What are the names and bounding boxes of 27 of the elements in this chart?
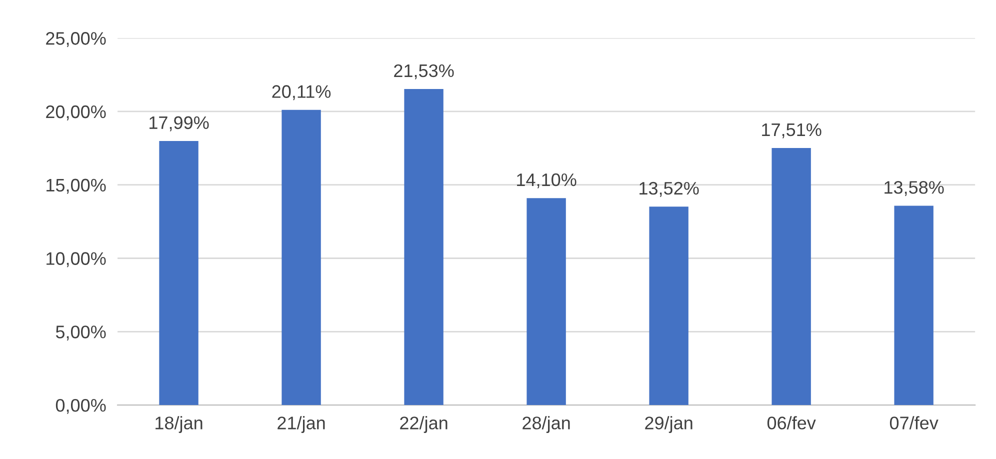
data-label: 13,52%: [640, 182, 699, 197]
y-tick-label: 25,00%: [46, 32, 106, 47]
bar: [772, 148, 811, 406]
data-label: 14,10%: [517, 173, 576, 188]
bar: [159, 140, 198, 406]
x-tick-label: 22/jan: [400, 416, 448, 433]
data-label: 17,99%: [150, 116, 209, 132]
x-tick-label: 18/jan: [156, 416, 202, 433]
bar: [404, 89, 444, 406]
y-tick-label: 15,00%: [46, 178, 106, 194]
data-label: 17,51%: [762, 123, 822, 138]
bar: [526, 198, 566, 406]
data-label: 20,11%: [272, 85, 331, 100]
x-tick-label: 29/jan: [645, 416, 692, 433]
bar: [894, 206, 934, 406]
x-tick-label: 28/jan: [522, 416, 570, 433]
y-tick-label: 5,00%: [56, 326, 106, 340]
y-tick-label: 20,00%: [46, 105, 106, 120]
x-tick-label: 06/fev: [767, 416, 816, 430]
y-tick-label: 10,00%: [46, 252, 106, 268]
x-tick-label: 07/fev: [890, 416, 938, 430]
bar: [282, 110, 321, 406]
data-label: 13,58%: [884, 181, 944, 196]
data-label: 21,53%: [394, 64, 454, 80]
x-tick-label: 21/jan: [278, 416, 325, 433]
y-tick-label: 0,00%: [56, 398, 106, 414]
bar: [649, 206, 688, 406]
